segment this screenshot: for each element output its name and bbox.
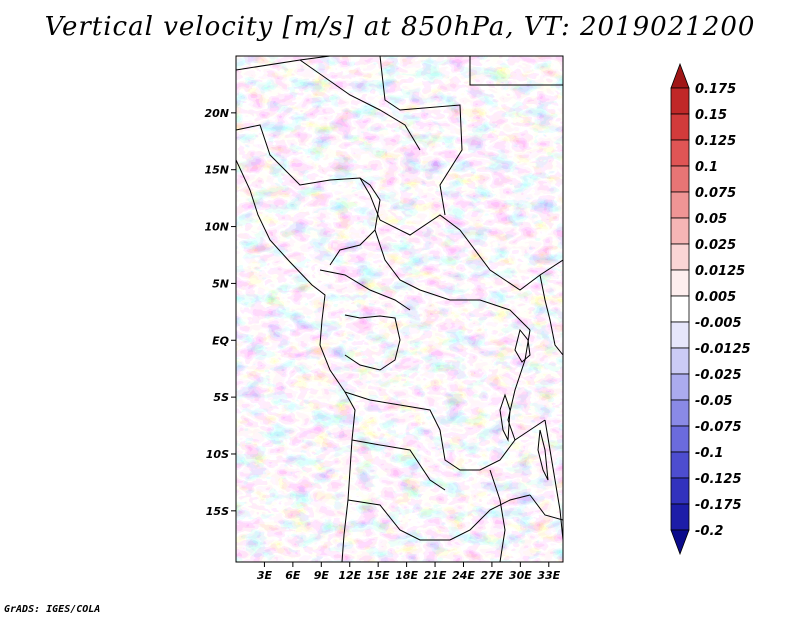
- colorbar-label: 0.005: [695, 290, 736, 305]
- colorbar-swatch: [670, 399, 690, 427]
- y-tick-label: 15S: [206, 505, 229, 518]
- x-tick-label: 18E: [395, 569, 418, 582]
- colorbar-label: 0.075: [695, 186, 736, 201]
- colorbar-swatch: [670, 62, 690, 89]
- colorbar-swatch: [670, 269, 690, 297]
- lake-outline: [499, 393, 511, 442]
- colorbar-label: -0.005: [695, 316, 742, 331]
- colorbar-swatch: [670, 165, 690, 193]
- border-line: [379, 56, 463, 216]
- border-line: [319, 269, 411, 311]
- colorbar-swatch: [670, 191, 690, 219]
- colorbar-swatch: [670, 295, 690, 323]
- colorbar: 0.175 0.15 0.125 0.1 0.075 0.05 0.025 0.0125 0.0…: [670, 62, 751, 556]
- border-line: [374, 229, 531, 331]
- lake-outline: [537, 429, 549, 481]
- credit-text: GrADS: IGES/COLA: [4, 604, 101, 615]
- border-line: [299, 59, 421, 151]
- coastline: [236, 159, 356, 562]
- colorbar-swatch: [670, 451, 690, 479]
- y-tick-label: 20N: [204, 107, 229, 120]
- colorbar-swatch: [670, 113, 690, 141]
- border-line: [347, 494, 531, 541]
- x-tick-label: 9E: [314, 569, 330, 582]
- country-borders: [236, 56, 563, 562]
- colorbar-swatch: [670, 529, 690, 556]
- colorbar-label: 0.0125: [695, 264, 745, 279]
- map-frame: [235, 55, 564, 563]
- colorbar-label: -0.125: [695, 472, 742, 487]
- x-tick-label: 24E: [452, 569, 475, 582]
- colorbar-label: 0.025: [695, 238, 736, 253]
- colorbar-swatch: [670, 87, 690, 115]
- colorbar-label: -0.025: [695, 368, 742, 383]
- x-tick-label: 30E: [509, 569, 532, 582]
- colorbar-label: -0.1: [695, 446, 723, 461]
- border-line: [489, 469, 506, 562]
- colorbar-label: -0.05: [695, 394, 732, 409]
- x-tick-label: 12E: [338, 569, 361, 582]
- border-line: [507, 329, 531, 441]
- chart-title: Vertical velocity [m/s] at 850hPa, VT: 2…: [44, 12, 756, 42]
- colorbar-label: 0.15: [695, 108, 727, 123]
- field-texture: [236, 56, 563, 562]
- border-line: [544, 419, 563, 541]
- colorbar-swatch: [670, 139, 690, 167]
- colorbar-label: 0.175: [695, 82, 736, 97]
- x-tick-label: 15E: [367, 569, 390, 582]
- x-tick-label: 3E: [257, 569, 273, 582]
- colorbar-swatch: [670, 503, 690, 531]
- colorbar-swatch: [670, 347, 690, 375]
- border-line: [351, 439, 446, 491]
- colorbar-swatch: [670, 321, 690, 349]
- colorbar-label: -0.0125: [695, 342, 751, 357]
- colorbar-label: 0.1: [695, 160, 718, 175]
- colorbar-swatch: [670, 373, 690, 401]
- border-line: [539, 274, 563, 356]
- border-line: [529, 494, 563, 521]
- border-line: [344, 391, 546, 471]
- colorbar-swatch: [670, 425, 690, 453]
- y-tick-label: 10S: [206, 448, 229, 461]
- y-tick-label: 5N: [212, 277, 229, 290]
- colorbar-label: -0.175: [695, 498, 742, 513]
- border-line: [469, 56, 563, 86]
- border-line: [379, 214, 563, 291]
- y-axis: 20N 15N 10N 5N EQ 5S 10S 15S: [204, 107, 236, 518]
- border-line: [236, 124, 381, 221]
- colorbar-label: -0.2: [695, 524, 723, 539]
- lake-outline: [514, 328, 531, 363]
- colorbar-swatch: [670, 243, 690, 271]
- y-tick-label: 10N: [204, 221, 229, 234]
- colorbar-label: -0.075: [695, 420, 742, 435]
- colorbar-swatch: [670, 217, 690, 245]
- x-axis: 3E 6E 9E 12E 15E 18E 21E 24E 27E 30E 33E: [257, 562, 561, 582]
- border-line: [344, 314, 401, 371]
- x-tick-label: 33E: [537, 569, 560, 582]
- x-tick-label: 21E: [424, 569, 447, 582]
- y-tick-label: 5S: [213, 391, 229, 404]
- colorbar-label: 0.05: [695, 212, 727, 227]
- y-tick-label: 15N: [204, 164, 229, 177]
- x-tick-label: 6E: [285, 569, 301, 582]
- y-tick-label: EQ: [212, 334, 229, 347]
- x-tick-label: 27E: [480, 569, 503, 582]
- colorbar-swatch: [670, 477, 690, 505]
- colorbar-label: 0.125: [695, 134, 736, 149]
- map-field: [236, 56, 563, 562]
